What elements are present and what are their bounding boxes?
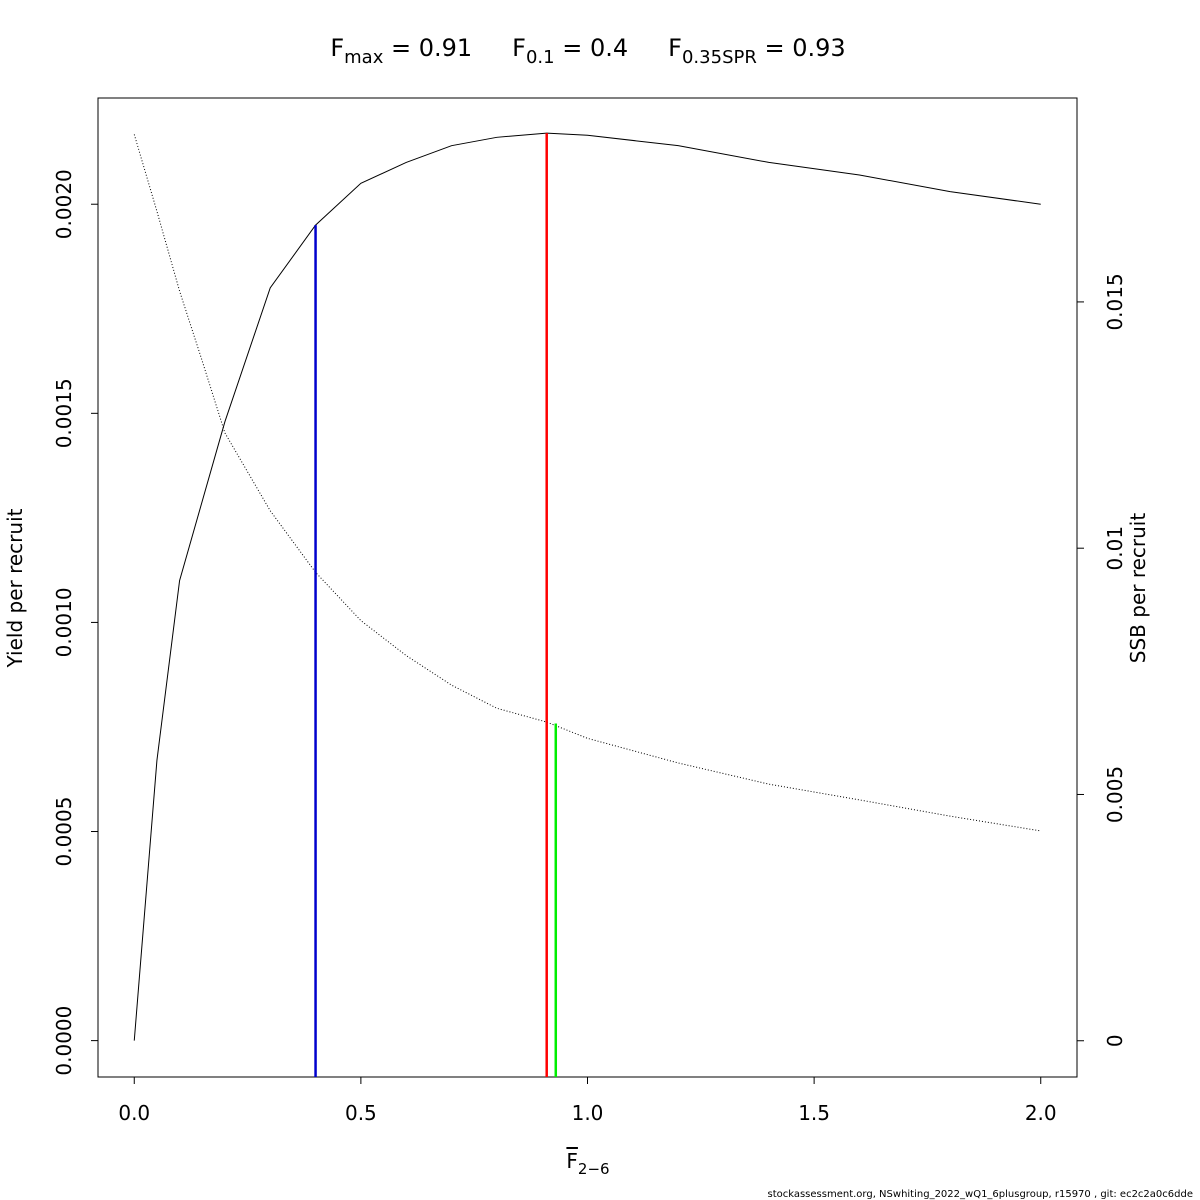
y2-tick-label: 0.005 xyxy=(1103,766,1127,823)
x-axis-label: F2−6 xyxy=(566,1149,609,1178)
plot-frame xyxy=(97,97,1078,1078)
y-axis-label: Yield per recruit xyxy=(3,508,27,668)
y2-tick-label: 0 xyxy=(1103,1034,1127,1047)
y-tick-label: 0.0005 xyxy=(52,797,76,867)
title-subscript: 0.35SPR xyxy=(682,47,757,68)
footer: stockassessment.org, NSwhiting_2022_wQ1_… xyxy=(767,1189,1193,1200)
y-tick-label: 0.0020 xyxy=(52,169,76,239)
title-subscript: 0.1 xyxy=(526,47,555,68)
y-tick-label: 0.0010 xyxy=(52,587,76,657)
x-tick-label: 2.0 xyxy=(1025,1101,1057,1125)
title-subscript: max xyxy=(344,47,384,68)
x-tick-label: 0.0 xyxy=(118,1101,150,1125)
y2-tick-label: 0.015 xyxy=(1103,273,1127,330)
title-value: = 0.91 xyxy=(383,34,472,62)
y2-tick-label: 0.01 xyxy=(1103,526,1127,571)
series-line xyxy=(133,132,1041,1041)
y-tick-label: 0.0015 xyxy=(52,378,76,448)
series-line xyxy=(133,134,1041,832)
x-tick-label: 1.0 xyxy=(572,1101,604,1125)
y-tick-label: 0.0000 xyxy=(52,1006,76,1076)
x-tick-label: 0.5 xyxy=(345,1101,377,1125)
x-label-subscript: 2−6 xyxy=(578,1160,610,1178)
chart-title: Fmax = 0.91 F0.1 = 0.4 F0.35SPR = 0.93 xyxy=(330,34,845,68)
x-tick-label: 1.5 xyxy=(798,1101,830,1125)
title-symbol: F xyxy=(512,34,526,62)
title-symbol: F xyxy=(330,34,344,62)
x-label-symbol: F xyxy=(566,1149,578,1173)
title-value: = 0.4 xyxy=(555,34,629,62)
title-value: = 0.93 xyxy=(757,34,846,62)
y2-axis-label: SSB per recruit xyxy=(1126,513,1150,664)
title-symbol: F xyxy=(668,34,682,62)
